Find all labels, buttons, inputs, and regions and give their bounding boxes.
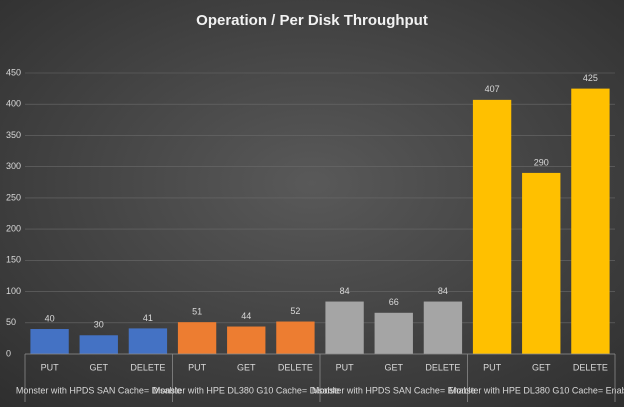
bar — [30, 329, 69, 354]
x-tick-label: DELETE — [425, 362, 460, 372]
x-tick-label: GET — [384, 362, 403, 372]
group-label: Monster with HPE DL380 G10 Cache= Disabl… — [153, 385, 340, 395]
bar — [79, 335, 118, 354]
data-label: 40 — [45, 313, 55, 323]
y-tick-label: 350 — [6, 130, 21, 140]
bar — [177, 322, 217, 354]
x-tick-label: DELETE — [573, 362, 608, 372]
bar — [423, 301, 463, 354]
x-tick-label: GET — [89, 362, 108, 372]
x-tick-label: PUT — [483, 362, 502, 372]
bar — [374, 312, 413, 354]
bar — [325, 301, 364, 354]
y-tick-label: 150 — [6, 255, 21, 265]
data-label: 84 — [340, 286, 350, 296]
bar — [128, 328, 168, 354]
y-tick-label: 250 — [6, 192, 21, 202]
data-label: 44 — [241, 311, 251, 321]
bar — [522, 172, 561, 354]
chart-title: Operation / Per Disk Throughput — [196, 12, 428, 29]
y-tick-label: 400 — [6, 99, 21, 109]
x-tick-label: GET — [532, 362, 551, 372]
data-label: 30 — [94, 320, 104, 330]
bar — [227, 326, 266, 354]
group-label: Monster with HPDS SAN Cache= Enable — [312, 385, 476, 395]
data-label: 290 — [534, 157, 549, 167]
x-tick-label: PUT — [336, 362, 355, 372]
bar — [571, 88, 610, 354]
data-label: 51 — [192, 307, 202, 317]
x-tick-label: GET — [237, 362, 256, 372]
y-tick-label: 0 — [6, 348, 11, 358]
y-tick-label: 50 — [6, 317, 16, 327]
x-tick-label: PUT — [41, 362, 60, 372]
y-tick-label: 450 — [6, 67, 21, 77]
x-tick-label: DELETE — [130, 362, 165, 372]
x-tick-label: DELETE — [278, 362, 313, 372]
data-label: 66 — [389, 297, 399, 307]
data-label: 41 — [143, 313, 153, 323]
bar — [276, 321, 315, 354]
group-label: Monster with HPE DL380 G10 Cache= Enable — [449, 385, 624, 395]
data-label: 84 — [438, 286, 448, 296]
x-tick-label: PUT — [188, 362, 207, 372]
y-tick-label: 100 — [6, 286, 21, 296]
y-tick-label: 200 — [6, 223, 21, 233]
group-label: Monster with HPDS SAN Cache= Disable — [16, 385, 182, 395]
data-label: 52 — [290, 306, 300, 316]
data-label: 425 — [583, 73, 598, 83]
data-label: 407 — [485, 84, 500, 94]
bar — [472, 99, 512, 355]
y-tick-label: 300 — [6, 161, 21, 171]
